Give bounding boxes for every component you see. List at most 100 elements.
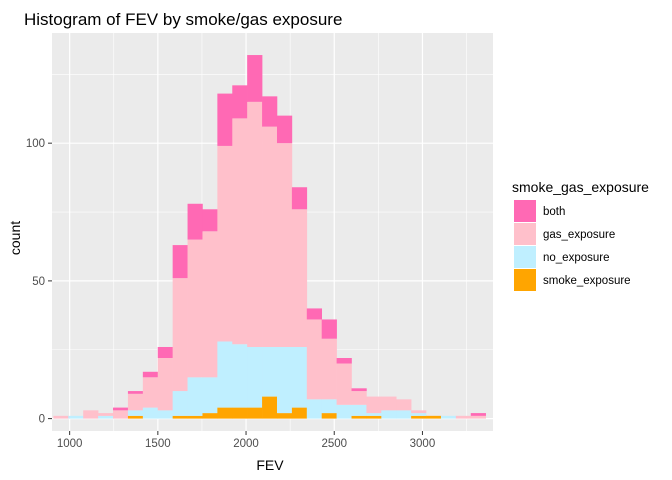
bar-gas_exposure <box>83 410 99 419</box>
bar-both <box>157 346 173 359</box>
bar-both <box>247 55 263 102</box>
bar-smoke_exposure <box>187 415 203 419</box>
legend-label-no_exposure: no_exposure <box>543 252 610 264</box>
bar-gas_exposure <box>396 399 412 411</box>
legend-label-gas_exposure: gas_exposure <box>543 229 615 241</box>
bar-smoke_exposure <box>426 415 442 419</box>
legend: smoke_gas_exposure both gas_exposure no_ex… <box>512 179 649 291</box>
bar-smoke_exposure <box>366 415 382 419</box>
x-tick-label: 3000 <box>410 438 436 450</box>
legend-swatch-gas_exposure <box>514 223 536 245</box>
bar-smoke_exposure <box>202 413 218 419</box>
bar-no_exposure <box>366 413 382 416</box>
bar-no_exposure <box>306 399 323 419</box>
bar-smoke_exposure <box>291 407 308 419</box>
bar-both <box>351 388 367 392</box>
bar-gas_exposure <box>217 145 233 342</box>
bar-both <box>336 358 352 364</box>
bar-both <box>217 93 233 146</box>
bar-both <box>306 308 323 320</box>
bar-gas_exposure <box>411 410 427 414</box>
bar-smoke_exposure <box>172 415 188 419</box>
bar-no_exposure <box>336 404 352 419</box>
bar-gas_exposure <box>291 209 308 347</box>
bar-gas_exposure <box>247 101 263 347</box>
bar-no_exposure <box>172 391 188 416</box>
bar-smoke_exposure <box>247 407 263 419</box>
bar-no_exposure <box>127 410 144 416</box>
bar-gas_exposure <box>470 415 486 419</box>
y-tick-label: 50 <box>32 276 45 288</box>
x-tick-label: 1000 <box>57 438 83 450</box>
bar-no_exposure <box>411 413 427 416</box>
bar-gas_exposure <box>157 358 173 411</box>
bar-both <box>202 209 218 232</box>
bar-smoke_exposure <box>127 415 144 419</box>
x-tick-label: 2000 <box>233 438 259 450</box>
bar-gas_exposure <box>366 396 382 414</box>
chart-title: Histogram of FEV by smoke/gas exposure <box>24 10 342 29</box>
bar-no_exposure <box>187 377 203 416</box>
bar-both <box>262 96 278 127</box>
bar-both <box>321 319 337 339</box>
legend-swatch-no_exposure <box>514 246 536 268</box>
bar-no_exposure <box>321 399 337 414</box>
y-tick-label: 100 <box>26 138 45 150</box>
bar-no_exposure <box>202 377 218 414</box>
bar-gas_exposure <box>113 410 129 419</box>
x-axis-label: FEV <box>256 457 284 473</box>
legend-title: smoke_gas_exposure <box>512 179 649 195</box>
bar-gas_exposure <box>276 143 293 347</box>
bar-gas_exposure <box>53 415 69 419</box>
x-axis-ticks: 1000 1500 2000 2500 3000 <box>57 431 435 450</box>
bar-no_exposure <box>68 415 84 419</box>
bar-no_exposure <box>247 346 263 408</box>
bar-both <box>142 371 159 378</box>
bar-smoke_exposure <box>217 407 233 419</box>
bar-gas_exposure <box>321 338 337 400</box>
bar-both <box>276 115 293 144</box>
bar-gas_exposure <box>455 415 472 419</box>
bar-both <box>187 203 203 240</box>
bar-smoke_exposure <box>321 413 337 419</box>
bar-no_exposure <box>291 346 308 408</box>
bar-no_exposure <box>142 407 159 419</box>
legend-label-both: both <box>543 206 565 218</box>
bar-smoke_exposure <box>351 415 367 419</box>
bar-both <box>291 187 308 210</box>
bar-no_exposure <box>381 410 397 419</box>
bar-both <box>232 85 248 119</box>
bar-gas_exposure <box>142 377 159 408</box>
y-axis-ticks: 0 50 100 <box>26 138 52 426</box>
bar-gas_exposure <box>202 231 218 378</box>
bar-no_exposure <box>276 346 293 414</box>
bar-gas_exposure <box>98 413 114 416</box>
bar-no_exposure <box>396 410 412 419</box>
bar-gas_exposure <box>262 126 278 347</box>
bar-no_exposure <box>157 410 173 419</box>
bar-both <box>113 407 129 411</box>
bar-no_exposure <box>217 341 233 408</box>
bar-no_exposure <box>232 344 248 408</box>
x-tick-label: 2500 <box>321 438 347 450</box>
bar-no_exposure <box>440 415 457 419</box>
bar-gas_exposure <box>381 396 397 411</box>
bar-smoke_exposure <box>411 415 427 419</box>
bar-both <box>127 391 144 394</box>
bar-smoke_exposure <box>276 413 293 419</box>
bar-no_exposure <box>262 346 278 397</box>
bar-both <box>470 413 486 416</box>
bar-gas_exposure <box>351 391 367 405</box>
legend-swatch-both <box>514 200 536 222</box>
bar-gas_exposure <box>187 239 203 378</box>
bar-both <box>172 245 188 279</box>
bar-smoke_exposure <box>262 396 278 419</box>
bar-gas_exposure <box>306 319 323 400</box>
legend-label-smoke_exposure: smoke_exposure <box>543 275 631 287</box>
bar-gas_exposure <box>232 118 248 345</box>
bar-no_exposure <box>351 404 367 416</box>
bar-gas_exposure <box>172 278 188 392</box>
bar-no_exposure <box>98 415 114 419</box>
x-tick-label: 1500 <box>145 438 171 450</box>
